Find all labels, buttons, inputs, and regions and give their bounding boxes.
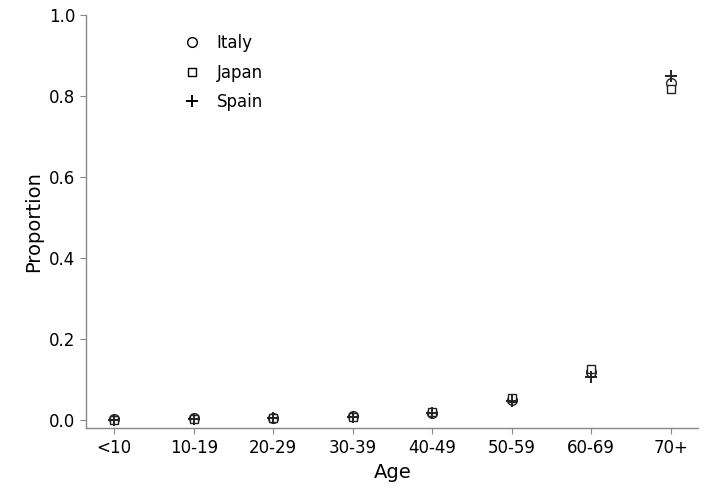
Y-axis label: Proportion: Proportion [24, 171, 43, 272]
Legend: Italy, Japan, Spain: Italy, Japan, Spain [168, 27, 269, 118]
X-axis label: Age: Age [374, 462, 411, 482]
